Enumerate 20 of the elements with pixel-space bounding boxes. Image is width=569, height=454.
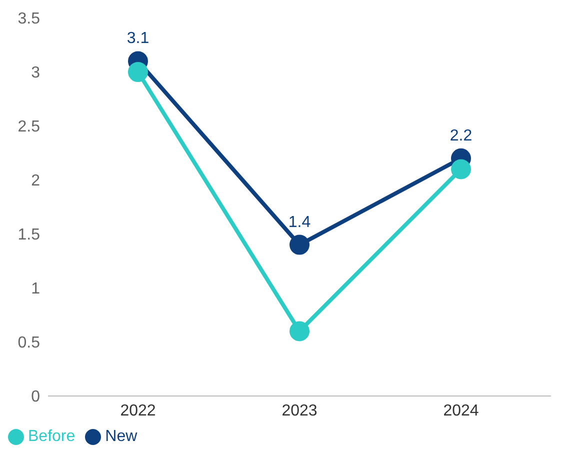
y-tick-label: 3.5 [18, 10, 40, 28]
point [290, 321, 310, 342]
y-tick-label: 3 [31, 64, 40, 82]
point [290, 234, 310, 255]
y-tick-label: 0 [31, 388, 40, 406]
legend-label: Before [28, 428, 76, 445]
data-label: 3.1 [126, 30, 150, 48]
data-label: 1.4 [288, 214, 311, 231]
y-tick-label: 2.5 [18, 118, 40, 136]
x-tick-label: 2024 [443, 402, 479, 420]
x-tick-label: 2022 [120, 402, 156, 420]
y-tick-label: 0.5 [18, 334, 40, 352]
legend-label: New [105, 428, 138, 445]
point [128, 62, 148, 82]
y-tick-label: 1.5 [18, 226, 40, 244]
x-tick-label: 2023 [282, 402, 318, 420]
y-tick-label: 2 [31, 172, 40, 190]
data-label: 2.2 [450, 127, 472, 144]
point [451, 159, 471, 180]
y-tick-label: 1 [31, 280, 40, 298]
